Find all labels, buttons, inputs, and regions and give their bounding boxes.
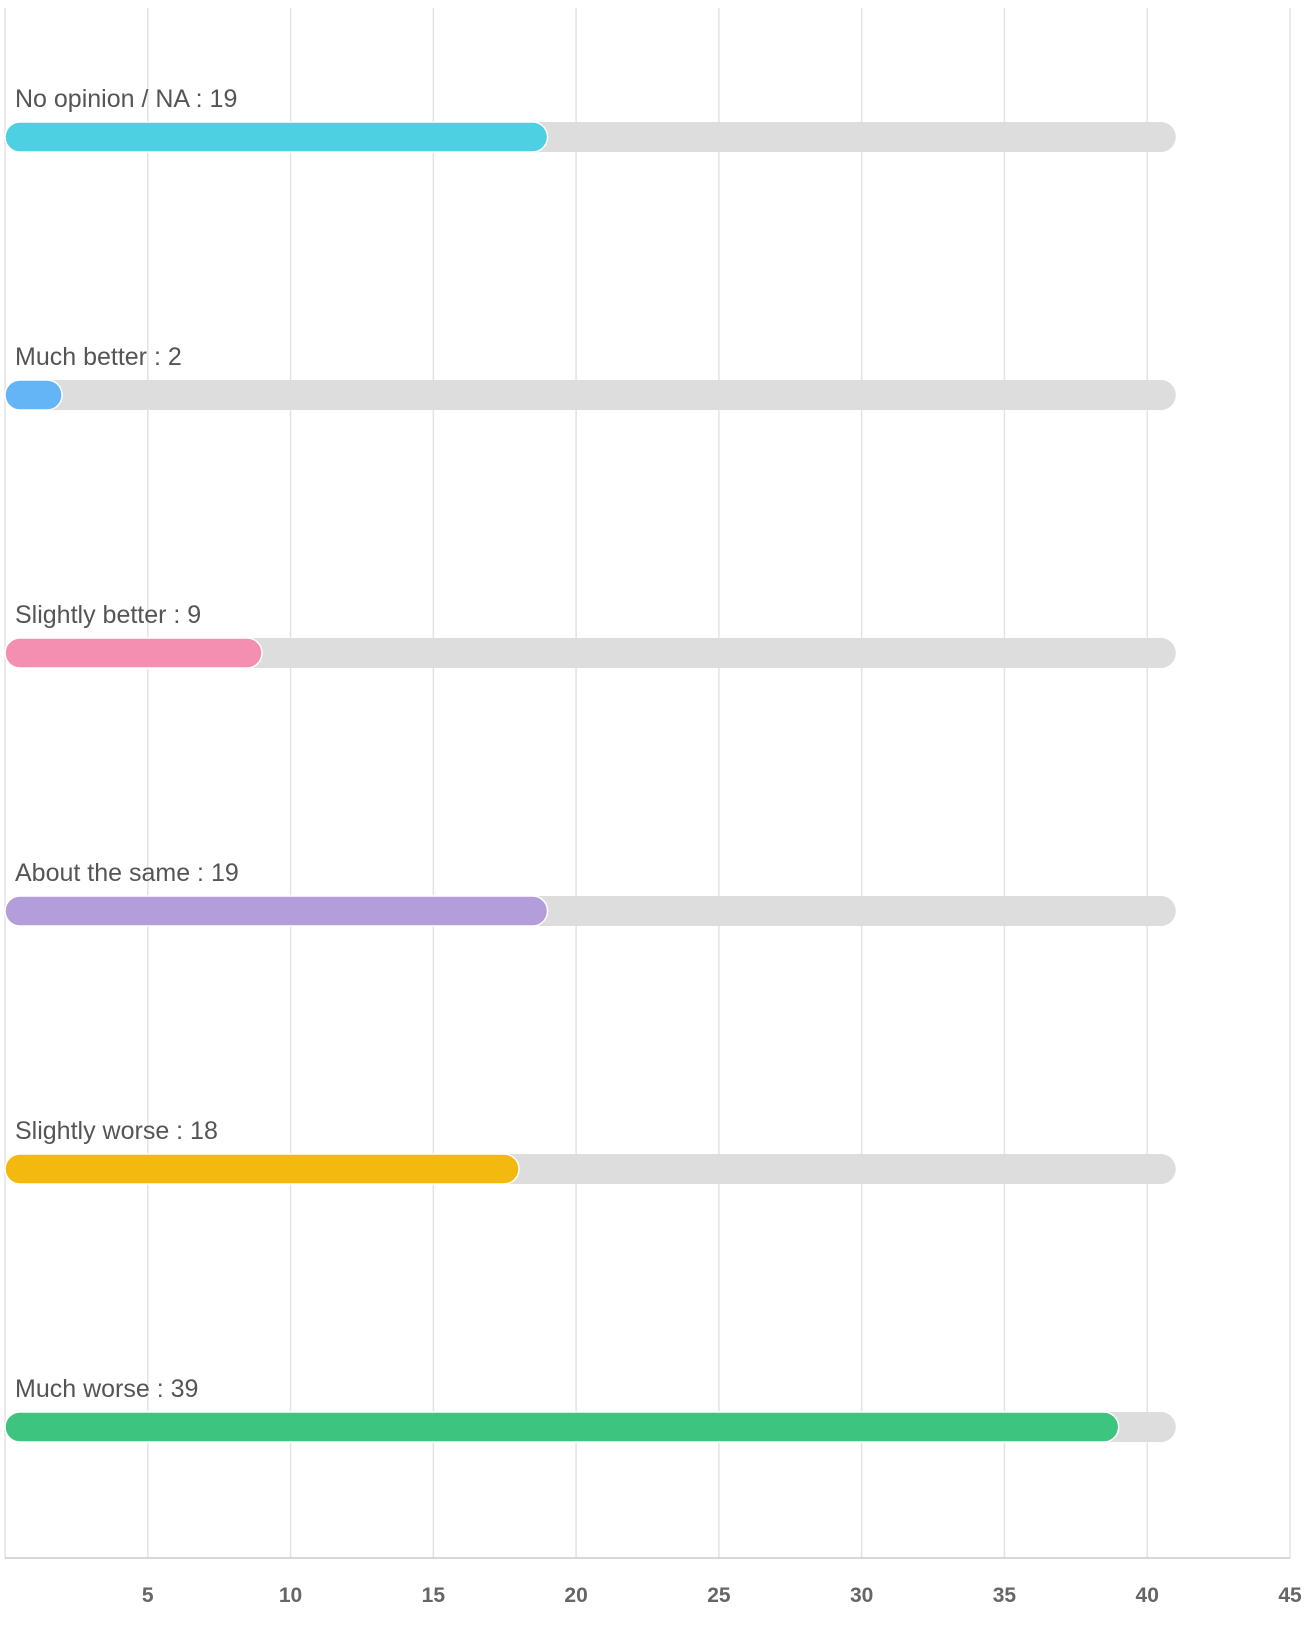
x-tick-label-10: 10 — [279, 1584, 302, 1607]
bar-label: Much worse : 39 — [15, 1375, 198, 1403]
bar-label: Slightly better : 9 — [15, 601, 201, 629]
x-tick-label-40: 40 — [1136, 1584, 1159, 1607]
bar-label: About the same : 19 — [15, 859, 239, 887]
bar-group: Much better : 2 — [4, 343, 1176, 411]
bar-group: No opinion / NA : 19 — [4, 85, 1176, 153]
bar[interactable] — [4, 379, 63, 411]
bar[interactable] — [4, 1153, 520, 1185]
bars: No opinion / NA : 19 Much better : 2 Sligh… — [4, 85, 1176, 1443]
gridlines — [4, 8, 1291, 1558]
x-tick-label-25: 25 — [707, 1584, 731, 1607]
bar[interactable] — [4, 895, 549, 927]
bar-group: Slightly worse : 18 — [4, 1117, 1176, 1185]
x-tick-label-20: 20 — [564, 1584, 587, 1607]
bar-label: Much better : 2 — [15, 343, 182, 371]
x-axis: 5 10 15 20 25 30 35 40 45 — [5, 1557, 1302, 1607]
x-tick-label-30: 30 — [850, 1584, 873, 1607]
bar[interactable] — [4, 1411, 1120, 1443]
x-tick-label-45: 45 — [1278, 1584, 1302, 1607]
bar[interactable] — [4, 121, 549, 153]
bar-group: Much worse : 39 — [4, 1375, 1176, 1443]
x-tick-label-5: 5 — [142, 1584, 154, 1607]
x-tick-label-35: 35 — [993, 1584, 1017, 1607]
bar-label: No opinion / NA : 19 — [15, 85, 237, 113]
bar-track — [5, 638, 1176, 668]
bar-label: Slightly worse : 18 — [15, 1117, 218, 1145]
bar[interactable] — [4, 637, 263, 669]
bar-group: Slightly better : 9 — [4, 601, 1176, 669]
x-tick-label-15: 15 — [422, 1584, 446, 1607]
bar-group: About the same : 19 — [4, 859, 1176, 927]
bar-track — [5, 380, 1176, 410]
